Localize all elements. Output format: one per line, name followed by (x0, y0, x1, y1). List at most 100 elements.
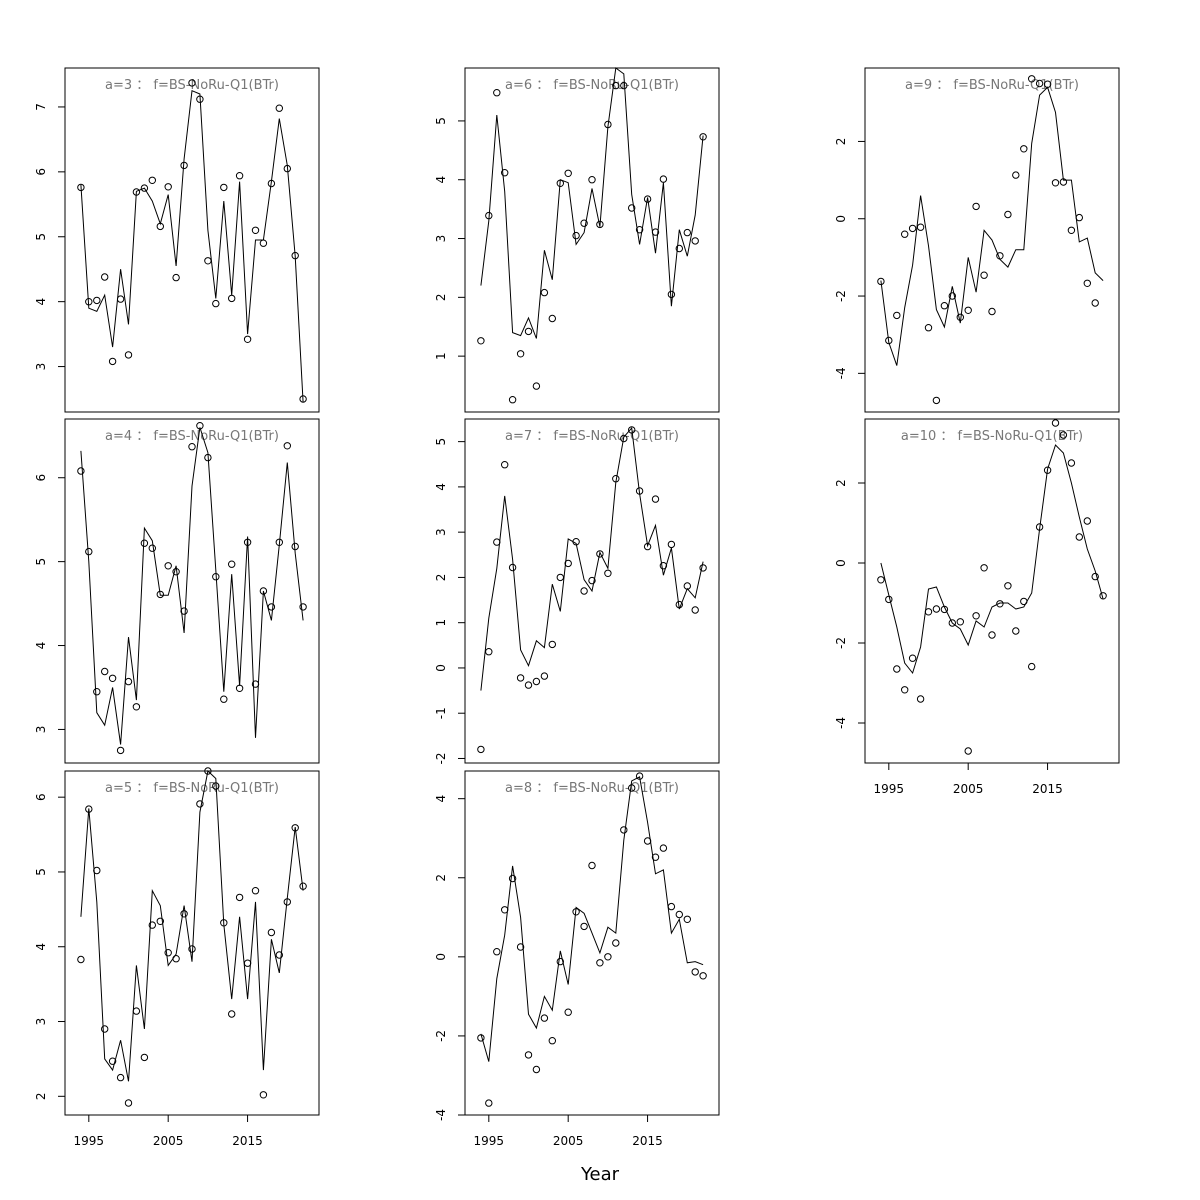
observed-point (877, 277, 885, 286)
observed-point (275, 951, 283, 959)
panel-6: a=8 ： f=BS-NoRu-Q1(BTr) -4 -2 0 2 4 1995 2005 20… (434, 770, 720, 1148)
observed-point (132, 703, 141, 711)
fitted-line (80, 770, 304, 1082)
observed-point (132, 188, 141, 196)
observed-point (196, 422, 204, 430)
observed-point (885, 595, 893, 604)
observed-point (620, 826, 628, 834)
panels: a=3 ： f=BS-NoRu-Q1(BTr) 3 4 5 6 7 a=4 ： f=BS-N… (34, 67, 1120, 1148)
observed-point (635, 487, 644, 495)
y-tick-label: 2 (34, 1092, 48, 1100)
observed-point (485, 1099, 493, 1107)
panel-2: a=4 ： f=BS-NoRu-Q1(BTr) 3 4 5 6 (34, 418, 320, 764)
observed-point (651, 228, 660, 236)
observed-point (675, 244, 683, 253)
observed-point (243, 538, 252, 546)
x-tick-label: 2005 (553, 1134, 584, 1148)
x-tick-label: 1995 (74, 1134, 105, 1148)
observed-point (691, 606, 699, 614)
observed-point (1043, 80, 1052, 88)
observed-point (180, 910, 188, 918)
observed-point (885, 336, 893, 345)
observed-point (924, 608, 933, 616)
observed-point (564, 559, 572, 568)
observed-point (972, 202, 980, 211)
observed-point (212, 573, 220, 581)
y-tick-label: 7 (34, 103, 48, 111)
y-tick-label: 3 (34, 726, 48, 734)
observed-point (1012, 171, 1020, 179)
observed-point (164, 562, 172, 570)
observed-point (596, 550, 604, 558)
observed-point (548, 314, 556, 323)
observed-point (204, 767, 212, 775)
observed-point (101, 1025, 109, 1033)
panel-1: a=3 ： f=BS-NoRu-Q1(BTr) 3 4 5 6 7 (34, 67, 320, 413)
panel-title: a=5 ： f=BS-NoRu-Q1(BTr) (105, 781, 279, 796)
observed-point (1075, 213, 1084, 222)
observed-point (1028, 662, 1036, 671)
observed-point (572, 231, 580, 240)
observed-point (251, 226, 260, 235)
observed-point (485, 648, 493, 656)
observed-point (1083, 517, 1092, 525)
observed-point (924, 324, 933, 332)
observed-point (667, 540, 676, 549)
observed-point (532, 382, 541, 390)
observed-point (1004, 582, 1012, 590)
observed-point (172, 568, 180, 576)
observed-point (477, 1034, 485, 1042)
observed-point (596, 220, 604, 229)
observed-point (259, 1091, 268, 1099)
panel-frame (64, 67, 320, 413)
observed-point (948, 619, 956, 627)
observed-point (683, 915, 691, 923)
panel-title: a=10 ： f=BS-NoRu-Q1(BTr) (901, 429, 1083, 444)
y-tick-label: 1 (434, 352, 448, 360)
y-tick-label: 4 (34, 943, 48, 951)
observed-point (532, 1065, 541, 1074)
observed-point (228, 560, 236, 568)
observed-point (228, 294, 236, 303)
observed-point (1083, 279, 1092, 287)
observed-point (235, 172, 244, 180)
y-tick-label: 1 (434, 619, 448, 627)
observed-point (212, 299, 220, 308)
observed-point (1028, 75, 1036, 83)
panel-title: a=7 ： f=BS-NoRu-Q1(BTr) (505, 429, 679, 444)
observed-point (204, 257, 212, 265)
observed-point (524, 1051, 533, 1059)
observed-point (493, 538, 501, 546)
y-tick-label: 3 (34, 1018, 48, 1026)
observed-point (556, 179, 564, 188)
observed-point (259, 239, 268, 247)
observed-point (572, 908, 580, 916)
observed-point (1059, 431, 1068, 439)
observed-point (493, 948, 501, 956)
y-tick-label: 6 (34, 168, 48, 176)
observed-point (548, 640, 556, 649)
observed-point (516, 674, 525, 682)
observed-point (540, 288, 549, 297)
y-tick-label: 6 (34, 793, 48, 801)
observed-point (1059, 178, 1068, 186)
observed-point (940, 605, 949, 614)
observed-point (1067, 226, 1076, 235)
panel-title: a=8 ： f=BS-NoRu-Q1(BTr) (505, 781, 679, 796)
observed-point (893, 311, 901, 320)
observed-point (628, 784, 636, 792)
observed-point (659, 562, 668, 570)
observed-point (877, 576, 885, 584)
panel-8: a=10 ： f=BS-NoRu-Q1(BTr) -4 -2 0 2 1995 2005 20… (834, 418, 1120, 796)
observed-point (556, 957, 564, 966)
observed-point (1035, 79, 1044, 88)
observed-point (291, 542, 299, 551)
y-tick-label: 0 (834, 559, 848, 567)
y-tick-label: 0 (434, 953, 448, 961)
observed-point (996, 252, 1004, 260)
observed-point (564, 169, 572, 178)
panel-frame (464, 67, 720, 413)
panel-5: a=7 ： f=BS-NoRu-Q1(BTr) -2 -1 0 1 2 3 4 5 (434, 418, 720, 764)
observed-point (251, 680, 260, 688)
